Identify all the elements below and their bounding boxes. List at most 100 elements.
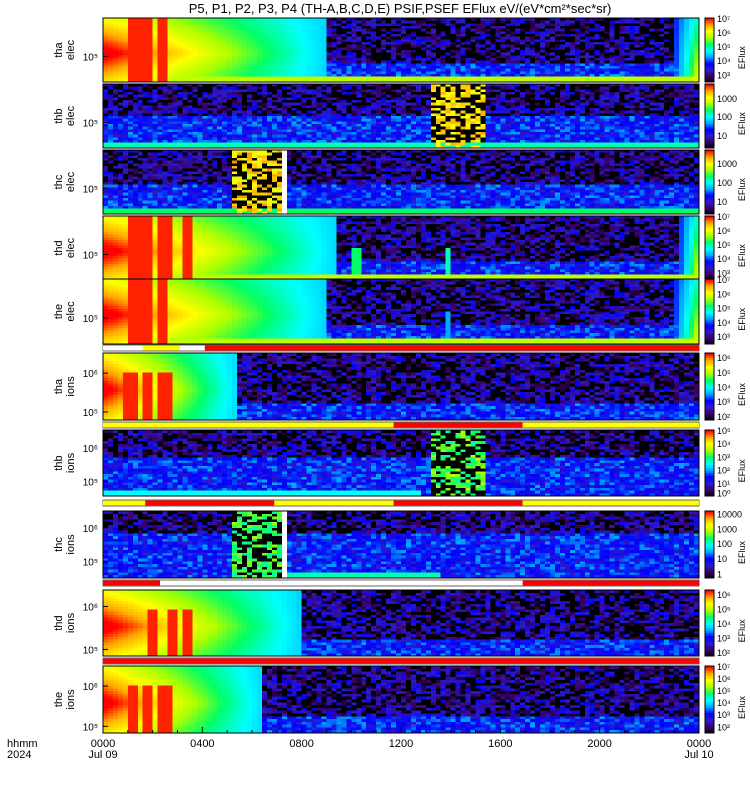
heatmap-thd-ions	[103, 590, 699, 656]
colorbar-swatch	[705, 451, 714, 454]
colorbar-tick-label: 10⁴	[717, 254, 731, 264]
colorbar-tick-label: 10¹	[717, 479, 730, 489]
colorbar-title: EFlux	[737, 459, 747, 483]
colorbar-swatch	[705, 48, 714, 51]
colorbar-tick-label: 10⁴	[717, 383, 731, 393]
colorbar-swatch	[705, 135, 714, 138]
colorbar-swatch	[705, 225, 714, 228]
colorbar-swatch	[705, 724, 714, 727]
colorbar-tick-label: 10000	[717, 510, 742, 520]
colorbar-swatch	[705, 270, 714, 273]
colorbar-swatch	[705, 201, 714, 204]
colorbar-swatch	[705, 224, 714, 227]
panel-frame-thb-ions	[102, 429, 700, 497]
colorbar-swatch	[705, 40, 714, 43]
colorbar-swatch	[705, 112, 714, 115]
colorbar-title: EFlux	[737, 244, 747, 268]
colorbar-swatch	[705, 482, 714, 485]
colorbar-swatch	[705, 92, 714, 95]
colorbar-swatch	[705, 459, 714, 462]
colorbar-tick-label: 10	[717, 554, 727, 564]
colorbar-swatch	[705, 273, 714, 276]
colorbar-swatch	[705, 549, 714, 552]
colorbar-swatch	[705, 381, 714, 384]
ylabel-the-ions: the ions	[53, 689, 77, 710]
colorbar-swatch	[705, 632, 714, 636]
colorbar-swatch	[705, 379, 714, 382]
x-date-label: Jul 10	[684, 749, 713, 761]
colorbar-swatch	[705, 143, 714, 146]
colorbar-swatch	[705, 729, 714, 732]
colorbar-swatch	[705, 158, 714, 161]
colorbar-swatch	[705, 546, 714, 549]
heatmap-the-elec	[103, 279, 699, 344]
colorbar-swatch	[705, 324, 714, 327]
colorbar-swatch	[705, 727, 714, 731]
colorbar-swatch	[705, 516, 714, 519]
panel-frame-the-elec	[102, 278, 700, 345]
colorbar-swatch	[705, 26, 714, 29]
colorbar-swatch	[705, 305, 714, 308]
colorbar-swatch	[705, 667, 714, 670]
ylabel-species: ions	[65, 376, 77, 397]
colorbar-swatch	[705, 285, 714, 288]
colorbar-swatch	[705, 119, 714, 122]
colorbar-swatch	[705, 486, 714, 489]
colorbar-swatch	[705, 95, 714, 98]
colorbar-tick-label: 10⁴	[717, 318, 731, 328]
ytick-label: 10⁵	[83, 250, 98, 261]
colorbar-swatch	[705, 359, 714, 362]
colorbar-swatch	[705, 704, 714, 707]
colorbar-swatch	[705, 138, 714, 141]
colorbar-swatch	[705, 608, 714, 611]
colorbar-swatch	[705, 642, 714, 645]
colorbar-frame	[704, 665, 715, 734]
colorbar-tick-label: 10⁵	[717, 42, 731, 52]
colorbar-swatch	[705, 306, 714, 309]
colorbar-swatch	[705, 318, 714, 321]
colorbar-swatch	[705, 446, 714, 449]
colorbar-swatch	[705, 448, 714, 451]
colorbar-swatch	[705, 606, 714, 609]
panel-frame-thb-elec	[102, 83, 700, 149]
colorbar-swatch	[705, 227, 714, 230]
colorbar-swatch	[705, 206, 714, 209]
ylabel-species: elec	[65, 105, 77, 126]
colorbar-swatch	[705, 601, 714, 604]
colorbar-swatch	[705, 614, 714, 617]
colorbar-swatch	[705, 472, 714, 476]
colorbar-swatch	[705, 308, 714, 311]
colorbar-frame	[704, 149, 715, 215]
x-tick-label: 0000	[91, 738, 115, 750]
colorbar-swatch	[705, 511, 714, 514]
colorbar-swatch	[705, 593, 714, 596]
colorbar-swatch	[705, 386, 714, 389]
colorbar-swatch	[705, 691, 714, 694]
colorbar-swatch	[705, 466, 714, 469]
status-segment-yellow	[103, 500, 146, 506]
x-row2-label: 2024	[7, 749, 31, 761]
colorbar-swatch	[705, 311, 714, 314]
colorbar-swatch	[705, 517, 714, 520]
status-bar-thc-ions	[102, 579, 700, 587]
colorbar-swatch	[705, 717, 714, 721]
colorbar-thb-elec: 1000 100 10 EFlux	[704, 83, 747, 149]
colorbar-swatch	[705, 613, 714, 616]
colorbar-tick-label: 10⁵	[717, 368, 731, 378]
ylabel-species: ions	[65, 689, 77, 710]
colorbar-swatch	[705, 714, 714, 717]
panel-thd-elec: thd elec 10⁵ 10⁷ 10⁶ 10⁵ 10⁴ 10³ EFlux	[53, 212, 747, 281]
colorbar-swatch	[705, 561, 714, 564]
colorbar-swatch	[705, 479, 714, 482]
colorbar-swatch	[705, 443, 714, 446]
colorbar-swatch	[705, 454, 714, 457]
colorbar-swatch	[705, 104, 714, 107]
colorbar-swatch	[705, 619, 714, 622]
colorbar-swatch	[705, 235, 714, 238]
colorbar-swatch	[705, 552, 714, 556]
colorbar-swatch	[705, 413, 714, 416]
colorbar-swatch	[705, 404, 714, 408]
colorbar-swatch	[705, 309, 714, 312]
colorbar-swatch	[705, 54, 714, 57]
colorbar-swatch	[705, 494, 714, 497]
